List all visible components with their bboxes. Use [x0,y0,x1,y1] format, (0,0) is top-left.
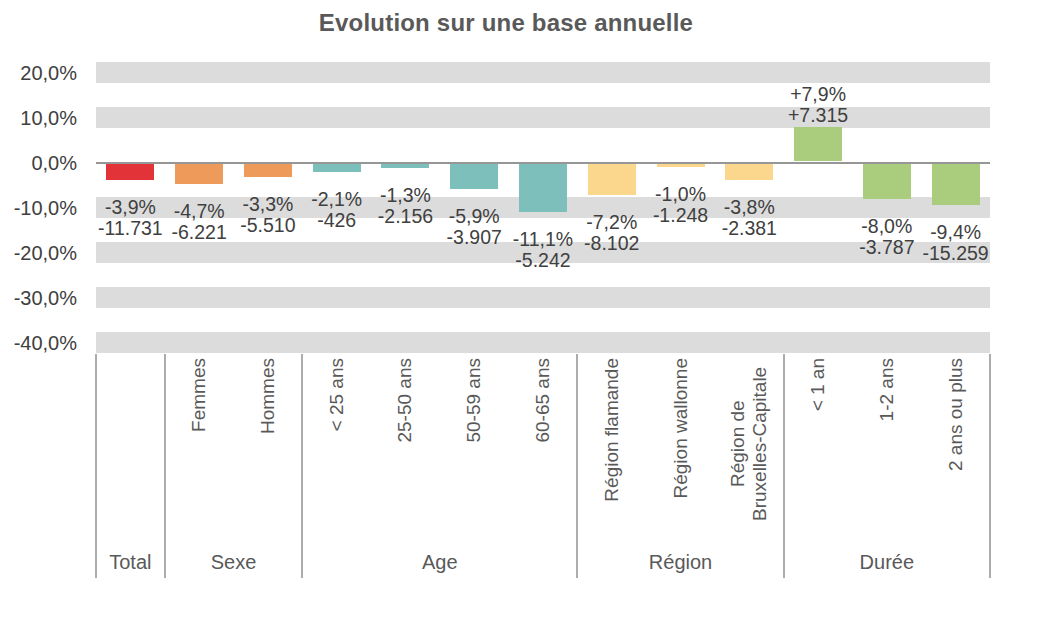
y-axis-tick-label: -20,0% [0,242,77,264]
y-axis-tick-label: 20,0% [0,62,77,84]
bar-pct-label: -1,3% [349,185,461,206]
bar [381,164,429,169]
y-axis-tick-label: 0,0% [0,152,77,174]
bar [313,164,361,172]
category-label: < 1 an [807,358,829,411]
bar [794,127,842,162]
category-label: Femmes [188,358,210,432]
category-label: Région de Bruxelles-Capitale [727,358,771,530]
bar [106,164,154,181]
group-label: Total [96,551,165,573]
plot-area: Evolution sur une base annuelle 20,0% 10,… [0,0,1042,641]
category-label: 60-65 ans [532,358,554,443]
bar-abs-label: -15.259 [900,243,1012,264]
gridline-band [96,62,990,83]
bar-value-label: +7,9%+7.315 [762,84,874,126]
y-axis-tick-label: -40,0% [0,332,77,354]
bar [657,164,705,168]
category-label: < 25 ans [326,358,348,431]
category-label: 1-2 ans [876,358,898,421]
bar [244,164,292,178]
bar [175,164,223,184]
bar [863,164,911,199]
bar-value-label: -9,4%-15.259 [900,222,1012,264]
chart-title: Evolution sur une base annuelle [0,9,1012,37]
group-separator [783,354,785,578]
group-separator [576,354,578,578]
category-label: 2 ans ou plus [945,358,967,471]
group-label: Durée [784,551,990,573]
category-label: 50-59 ans [463,358,485,443]
y-axis-tick-label: -10,0% [0,197,77,219]
group-label: Age [302,551,577,573]
bar-pct-label: -3,8% [693,197,805,218]
bar-pct-label: -5,9% [418,206,530,227]
chart-page: { "colors": { "total": "#E23339", "sexe"… [0,0,1042,641]
gridline-band [96,332,990,353]
bar [932,164,980,205]
bar [725,164,773,180]
group-separator [989,354,991,578]
bar-pct-label: -9,4% [900,222,1012,243]
group-separator [95,354,97,578]
bar-abs-label: +7.315 [762,105,874,126]
group-separator [164,354,166,578]
bar-pct-label: +7,9% [762,84,874,105]
zero-line [96,162,990,164]
y-axis-tick-label: 10,0% [0,107,77,129]
gridline-band [96,287,990,308]
bar-value-label: -3,8%-2.381 [693,197,805,239]
y-axis-tick-label: -30,0% [0,287,77,309]
group-separator [301,354,303,578]
category-label: Région wallonne [670,358,692,499]
category-label: Hommes [257,358,279,434]
category-label: 25-50 ans [394,358,416,443]
bar-abs-label: -8.102 [556,233,668,254]
group-label: Sexe [165,551,303,573]
group-label: Région [577,551,783,573]
bar-abs-label: -2.381 [693,218,805,239]
category-label: Région flamande [601,358,623,502]
